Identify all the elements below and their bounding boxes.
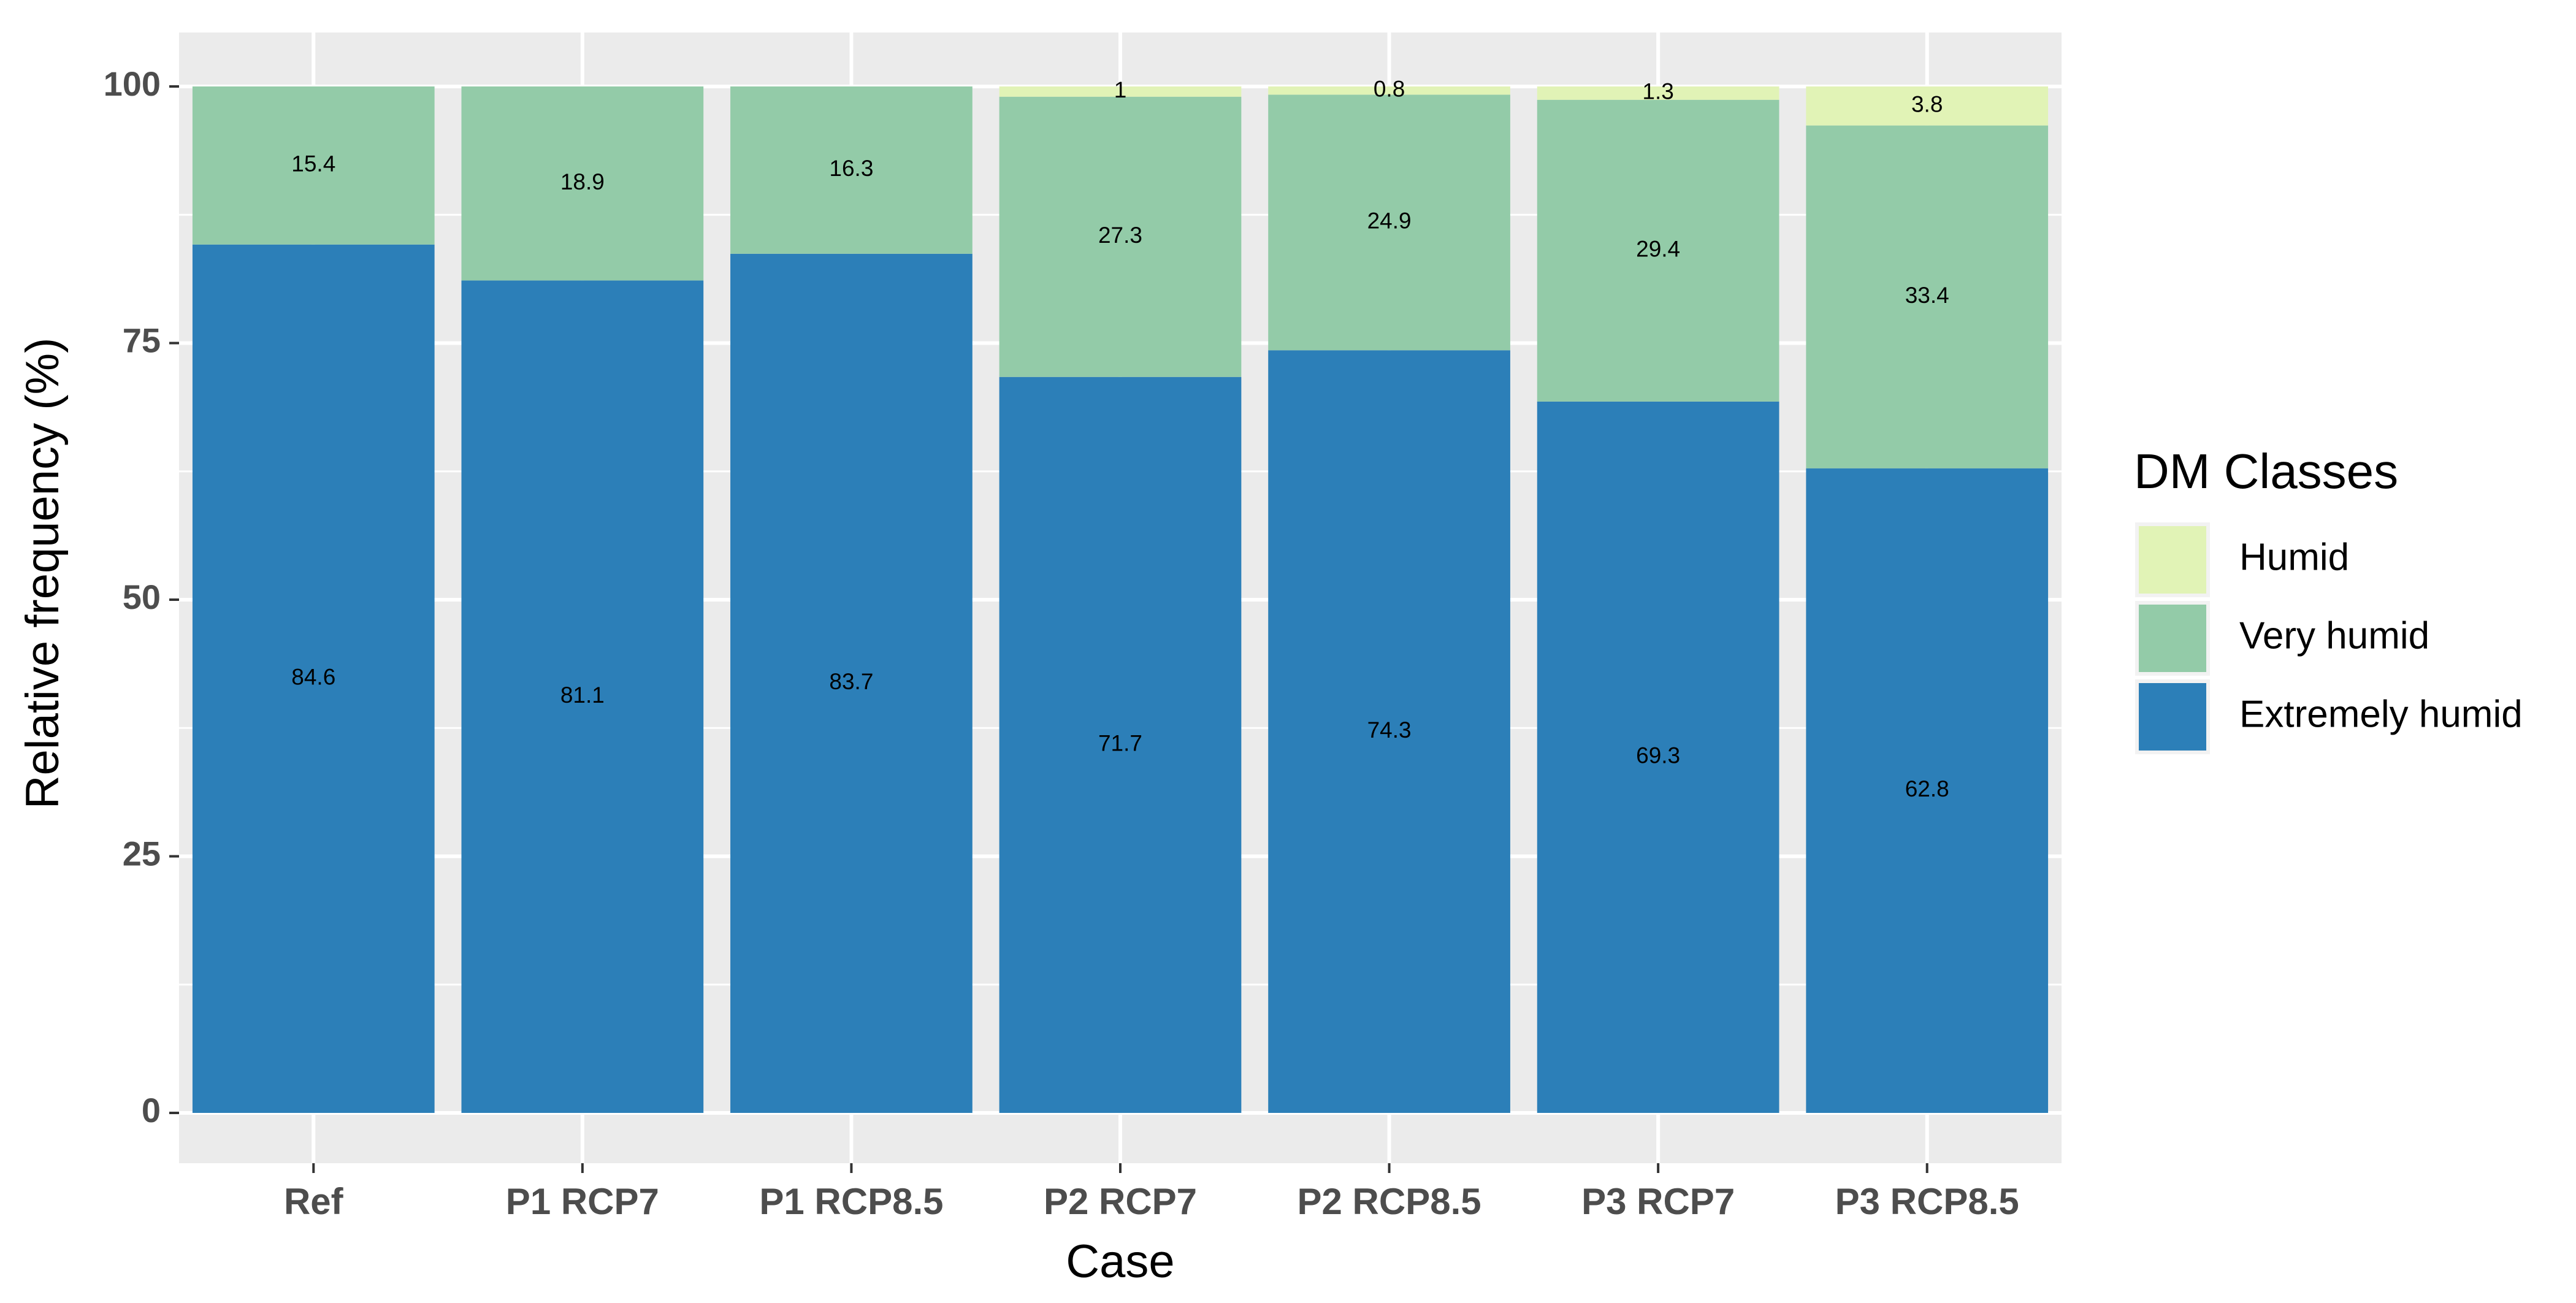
x-tick-label: P3 RCP7: [1581, 1181, 1735, 1222]
bar-segment: [1268, 94, 1510, 351]
x-axis: Ref P1 RCP7 P1 RCP8.5 P2 RCP7 P2 RCP8.5 P3 RC…: [284, 1163, 2019, 1222]
y-tick-label: 100: [104, 64, 161, 103]
y-tick-label: 75: [123, 321, 161, 359]
bar-value-label: 83.7: [829, 669, 873, 694]
bar-value-label: 24.9: [1367, 208, 1412, 234]
bar-segment: [1537, 99, 1779, 402]
bar-segment: [730, 253, 973, 1113]
bar-value-label: 84.6: [291, 665, 335, 690]
y-tick-label: 50: [123, 578, 161, 616]
bar-value-label: 74.3: [1367, 717, 1412, 743]
legend-entry-label: Extremely humid: [2239, 693, 2523, 735]
y-tick-label: 25: [123, 834, 161, 873]
bar-segment: [1806, 86, 2049, 126]
y-tick-label: 0: [142, 1091, 161, 1129]
bar-segment: [999, 86, 1242, 97]
x-axis-title: Case: [1066, 1236, 1174, 1288]
x-tick-label: P1 RCP8.5: [759, 1181, 943, 1222]
bars-group: [192, 86, 2049, 1114]
legend: DM Classes Humid Very humid Extremely humi…: [2134, 444, 2523, 754]
bar-value-label: 71.7: [1098, 731, 1142, 756]
bar-value-label: 62.8: [1905, 776, 1949, 801]
x-tick-label: P3 RCP8.5: [1835, 1181, 2019, 1222]
bar-value-label: 15.4: [291, 151, 335, 177]
bar-segment: [192, 244, 435, 1113]
legend-swatch: [2139, 605, 2206, 672]
bar-value-label: 1: [1114, 77, 1127, 102]
bar-segment: [461, 280, 704, 1113]
bar-segment: [999, 96, 1242, 377]
bar-value-label: 27.3: [1098, 223, 1142, 248]
bar-segment: [730, 86, 973, 254]
bar-segment: [999, 376, 1242, 1114]
bar-segment: [192, 86, 435, 245]
bar-segment: [1268, 350, 1510, 1113]
legend-entry-label: Very humid: [2239, 614, 2429, 657]
bar-value-label: 0.8: [1374, 76, 1405, 101]
y-axis-title: Relative frequency (%): [17, 338, 69, 809]
legend-swatch: [2139, 526, 2206, 594]
x-tick-label: P2 RCP8.5: [1297, 1181, 1481, 1222]
legend-title: DM Classes: [2134, 444, 2398, 499]
bar-value-label: 33.4: [1905, 283, 1949, 308]
x-tick-label: P2 RCP7: [1044, 1181, 1197, 1222]
bar-segment: [1806, 468, 2049, 1113]
x-tick-label: Ref: [284, 1181, 344, 1222]
bar-labels-group: 84.6 15.4 81.1 18.9 83.7 16.3 71.7 27.3 1 74.3 24.…: [291, 76, 1949, 801]
legend-entry-label: Humid: [2239, 536, 2349, 578]
bar-value-label: 16.3: [829, 156, 873, 181]
bar-segment: [1268, 86, 1510, 95]
bar-value-label: 18.9: [560, 169, 605, 194]
bar-value-label: 1.3: [1642, 79, 1673, 104]
bar-segment: [1537, 401, 1779, 1114]
y-axis: 0 25 50 75 100: [104, 64, 179, 1129]
bar-value-label: 29.4: [1636, 237, 1680, 262]
bar-segment: [461, 86, 704, 281]
bar-value-label: 3.8: [1911, 92, 1943, 117]
legend-swatch: [2139, 683, 2206, 751]
x-tick-label: P1 RCP7: [506, 1181, 659, 1222]
bar-segment: [1537, 86, 1779, 100]
bar-value-label: 69.3: [1636, 743, 1680, 768]
bar-value-label: 81.1: [560, 682, 605, 708]
bar-segment: [1806, 125, 2049, 468]
